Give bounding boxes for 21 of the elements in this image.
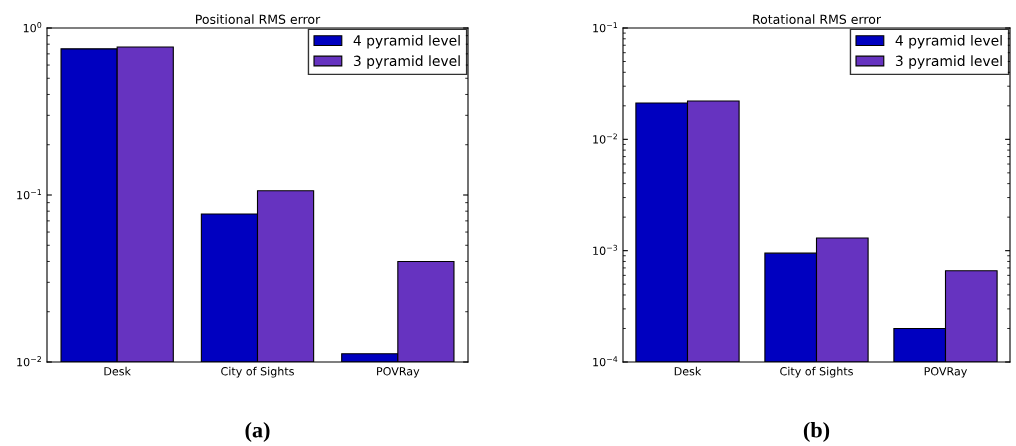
legend-label: 3 pyramid level <box>353 55 460 69</box>
legend-label: 4 pyramid level <box>895 34 1002 49</box>
legend-label: 4 pyramid level <box>353 34 460 49</box>
y-tick-label: 10$^{0}$ <box>23 22 42 33</box>
y-tick-label: 10$^{−1}$ <box>17 189 42 200</box>
chart-title: Positional RMS error <box>196 14 321 25</box>
y-tick-label: 10$^{−3}$ <box>593 244 618 255</box>
y-tick-label: 10$^{−1}$ <box>593 22 618 33</box>
x-tick-label: City of Sights <box>780 366 853 378</box>
text: (a) <box>245 421 270 443</box>
text: (b) <box>803 421 830 443</box>
y-tick-label: 10$^{−2}$ <box>17 356 41 367</box>
x-tick-label: City of Sights <box>221 366 294 378</box>
x-tick-label: Desk <box>104 366 131 376</box>
y-tick-label: 10$^{−2}$ <box>593 133 617 144</box>
legend-label: 3 pyramid level <box>895 55 1002 69</box>
x-tick-label: POVRay <box>377 367 420 378</box>
y-tick-label: 10$^{−4}$ <box>593 356 618 367</box>
x-tick-label: Desk <box>674 366 702 376</box>
chart-title: Rotational RMS error <box>753 14 882 25</box>
x-tick-label: POVRay <box>924 367 968 378</box>
